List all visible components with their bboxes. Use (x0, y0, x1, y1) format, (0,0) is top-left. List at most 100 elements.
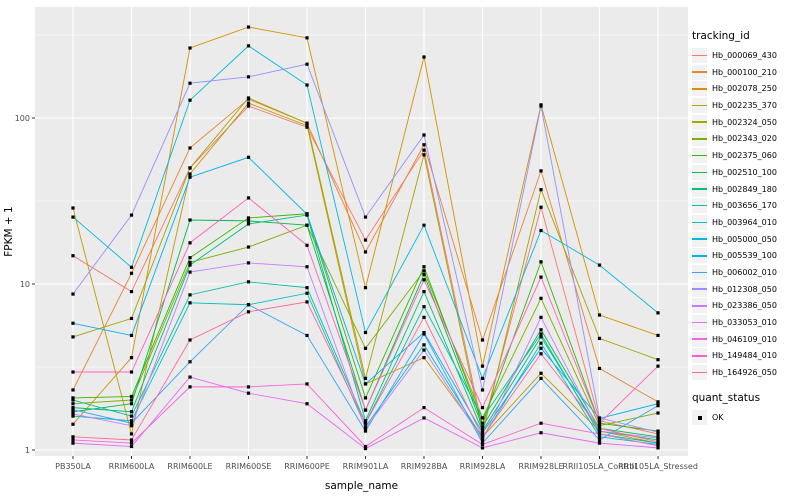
data-point (305, 291, 309, 295)
data-point (480, 435, 485, 439)
x-tick-label: RRIM600SE (226, 462, 272, 471)
data-point (480, 376, 485, 380)
data-point (129, 410, 134, 414)
data-point (597, 336, 602, 341)
legend-label: Hb_006002_010 (712, 267, 777, 277)
data-point (422, 148, 426, 152)
x-tick-label: RRIM600PE (284, 462, 330, 471)
legend-label: Hb_002849_180 (712, 184, 777, 194)
data-point (363, 396, 368, 400)
data-point (129, 356, 134, 360)
data-point (129, 444, 134, 449)
data-point (305, 123, 309, 128)
data-point (363, 419, 368, 423)
line-swatch-icon (692, 188, 707, 190)
data-point (539, 169, 543, 173)
data-point (188, 301, 192, 305)
legend-label: Hb_005539_100 (712, 251, 777, 261)
data-point (656, 333, 660, 338)
data-point (656, 432, 660, 436)
legend-item: Hb_002375_060 (692, 148, 800, 164)
legend-key (692, 81, 707, 97)
line-swatch-icon (692, 154, 707, 157)
legend-quant-block: quant_status OK (692, 392, 800, 426)
data-point (71, 215, 75, 219)
legend-key (692, 348, 707, 364)
data-point (188, 256, 192, 260)
legend-item: Hb_012308_050 (692, 281, 800, 297)
data-point (188, 81, 192, 85)
data-point (129, 265, 134, 269)
data-point (129, 432, 134, 436)
data-point (246, 261, 251, 265)
legend-label: Hb_012308_050 (712, 284, 777, 294)
legend-item: Hb_149484_010 (692, 348, 800, 364)
data-point (539, 205, 543, 209)
data-point (71, 408, 75, 412)
legend-item: Hb_000069_430 (692, 48, 800, 63)
data-point (188, 338, 192, 342)
data-point (129, 271, 134, 275)
data-point (305, 223, 309, 227)
data-point (129, 419, 134, 423)
data-point (480, 446, 485, 450)
line-swatch-icon (692, 355, 707, 357)
data-point (539, 421, 543, 425)
data-point (246, 155, 251, 159)
legend-label: Hb_002510_100 (712, 167, 777, 177)
data-point (188, 270, 192, 274)
data-point (363, 346, 368, 350)
legend-item: Hb_000100_210 (692, 64, 800, 80)
data-point (656, 404, 660, 408)
data-point (305, 300, 309, 304)
data-point (539, 431, 543, 435)
y-tick-label: 100 (15, 114, 30, 123)
data-point (539, 332, 543, 336)
data-point (539, 275, 543, 279)
data-point (71, 398, 75, 402)
x-tick-label: RRIM600LE (167, 462, 212, 471)
legend-item: Hb_005000_050 (692, 231, 800, 247)
legend-key (692, 264, 707, 280)
data-point (480, 364, 485, 368)
data-point (129, 289, 134, 294)
line-swatch-icon (692, 371, 707, 374)
data-point (71, 406, 75, 410)
data-point (363, 446, 368, 451)
data-point (246, 75, 251, 79)
legend-label: Hb_002078_250 (712, 84, 777, 94)
data-point (656, 436, 660, 440)
data-point (246, 104, 251, 108)
data-point (422, 332, 426, 336)
legend-item: Hb_002235_370 (692, 98, 800, 114)
data-point (539, 228, 543, 233)
legend-item: Hb_002078_250 (692, 81, 800, 97)
data-point (188, 146, 192, 150)
data-point (422, 133, 426, 137)
data-point (246, 219, 251, 223)
data-point (597, 441, 602, 445)
data-point (246, 391, 251, 395)
data-point (71, 335, 75, 339)
legend-item: Hb_002510_100 (692, 164, 800, 180)
x-tick-label: RRIM928LA (460, 462, 506, 471)
data-point (422, 143, 426, 147)
data-point (363, 376, 368, 380)
legend-item: Hb_006002_010 (692, 264, 800, 280)
data-point (71, 410, 75, 414)
line-swatch-icon (692, 271, 707, 274)
data-point (480, 429, 485, 433)
data-point (305, 286, 309, 290)
data-point (305, 333, 309, 338)
data-point (480, 421, 485, 425)
data-point (480, 442, 485, 447)
data-point (597, 429, 602, 433)
data-point (539, 352, 543, 356)
legend-item: Hb_003656_170 (692, 198, 800, 214)
legend-key (692, 131, 707, 147)
data-point (597, 313, 602, 317)
data-point (363, 429, 368, 433)
data-point (363, 426, 368, 430)
data-point (71, 402, 75, 406)
